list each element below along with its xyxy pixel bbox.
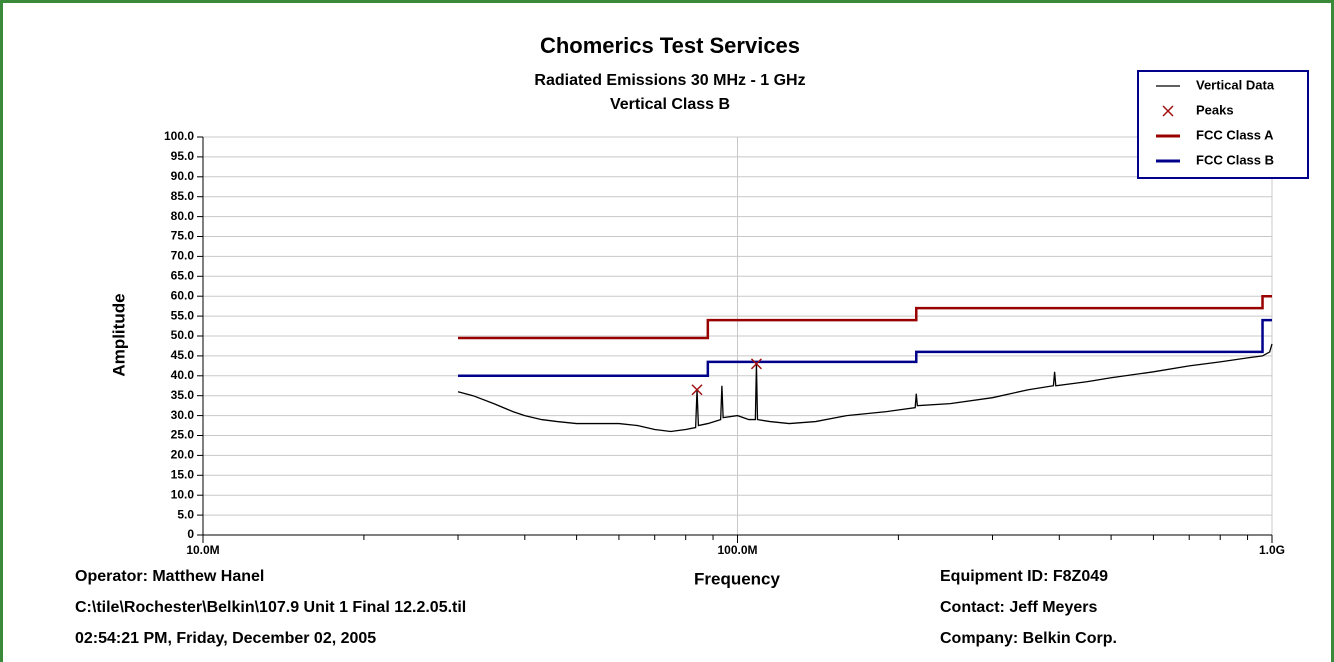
y-tick-label: 10.0 [171,487,195,501]
x-tick-label: 10.0M [186,543,219,557]
series-line [458,318,1272,378]
footer-text: Contact: Jeff Meyers [940,599,1097,616]
peak-marker [750,358,762,370]
y-tick-label: 65.0 [171,268,195,282]
footer-text: C:\tile\Rochester\Belkin\107.9 Unit 1 Fi… [75,599,466,616]
y-tick-label: 80.0 [171,209,195,223]
y-tick-label: 50.0 [171,328,195,342]
y-tick-label: 30.0 [171,408,195,422]
peak-marker [691,384,703,396]
y-tick-label: 55.0 [171,308,195,322]
y-tick-label: 90.0 [171,169,195,183]
legend-label: Peaks [1196,102,1234,117]
legend-symbol [1162,105,1174,117]
y-tick-label: 15.0 [171,467,195,481]
legend-label: Vertical Data [1196,77,1275,92]
x-tick-label: 100.0M [717,543,757,557]
x-axis-label: Frequency [694,569,781,588]
y-tick-label: 25.0 [171,428,195,442]
y-tick-label: 0 [187,527,194,541]
y-tick-label: 20.0 [171,448,195,462]
footer-text: Company: Belkin Corp. [940,630,1117,647]
footer-text: Equipment ID: F8Z049 [940,568,1108,585]
legend-label: FCC Class A [1196,127,1274,142]
series-line [458,294,1272,340]
y-tick-label: 70.0 [171,249,195,263]
footer-text: 02:54:21 PM, Friday, December 02, 2005 [75,630,376,647]
y-tick-label: 40.0 [171,368,195,382]
y-axis-label: Amplitude [109,293,128,376]
chart-title: Chomerics Test Services [540,33,800,58]
y-tick-label: 45.0 [171,348,195,362]
legend-label: FCC Class B [1196,152,1274,167]
y-tick-label: 95.0 [171,149,195,163]
y-tick-label: 35.0 [171,388,195,402]
y-tick-label: 5.0 [177,507,194,521]
y-tick-label: 75.0 [171,229,195,243]
y-tick-label: 60.0 [171,288,195,302]
chart-subtitle: Vertical Class B [610,96,730,113]
footer-text: Operator: Matthew Hanel [75,568,264,585]
chart-subtitle: Radiated Emissions 30 MHz - 1 GHz [534,72,805,89]
y-tick-label: 100.0 [164,129,194,143]
y-tick-label: 85.0 [171,189,195,203]
x-tick-label: 1.0G [1259,543,1285,557]
